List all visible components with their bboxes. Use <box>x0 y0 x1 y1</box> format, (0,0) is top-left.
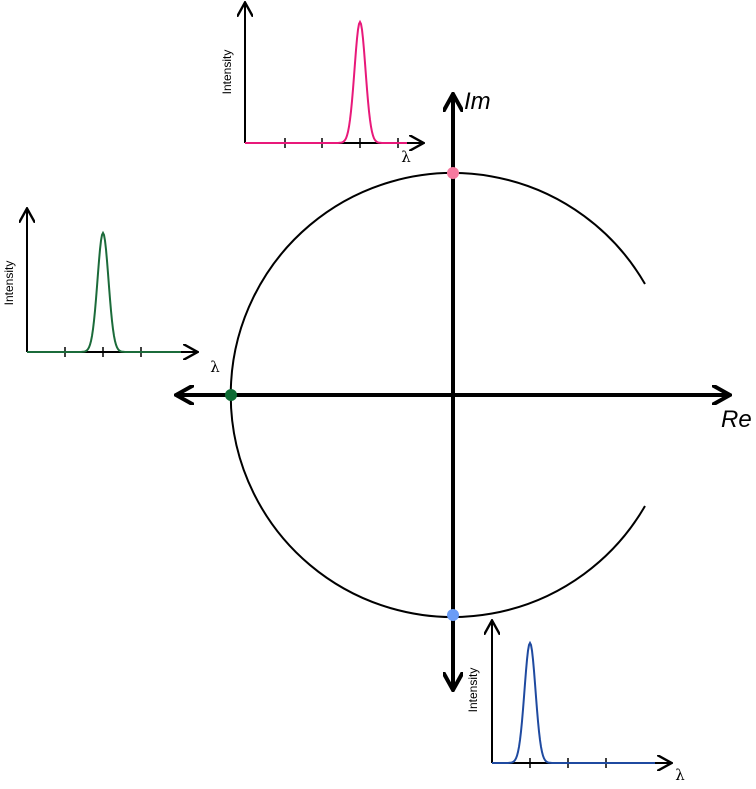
insets: Intensity λ Intensity λ Intensity λ <box>2 4 685 784</box>
inset-y-label: Intensity <box>2 261 16 306</box>
inset-x-label: λ <box>675 766 685 784</box>
inset-x-label: λ <box>401 148 411 166</box>
point-top <box>447 167 459 179</box>
inset-x-label: λ <box>210 358 220 376</box>
inset-y-label: Intensity <box>466 668 480 713</box>
imag-label: Im <box>464 88 491 115</box>
spectrum-peak <box>492 640 655 764</box>
inset-y-label: Intensity <box>220 50 234 95</box>
spectrum-peak <box>27 230 181 353</box>
point-bottom <box>447 609 459 621</box>
spectrum-peak <box>245 19 407 144</box>
point-left <box>225 389 237 401</box>
real-label: Re <box>721 406 752 433</box>
